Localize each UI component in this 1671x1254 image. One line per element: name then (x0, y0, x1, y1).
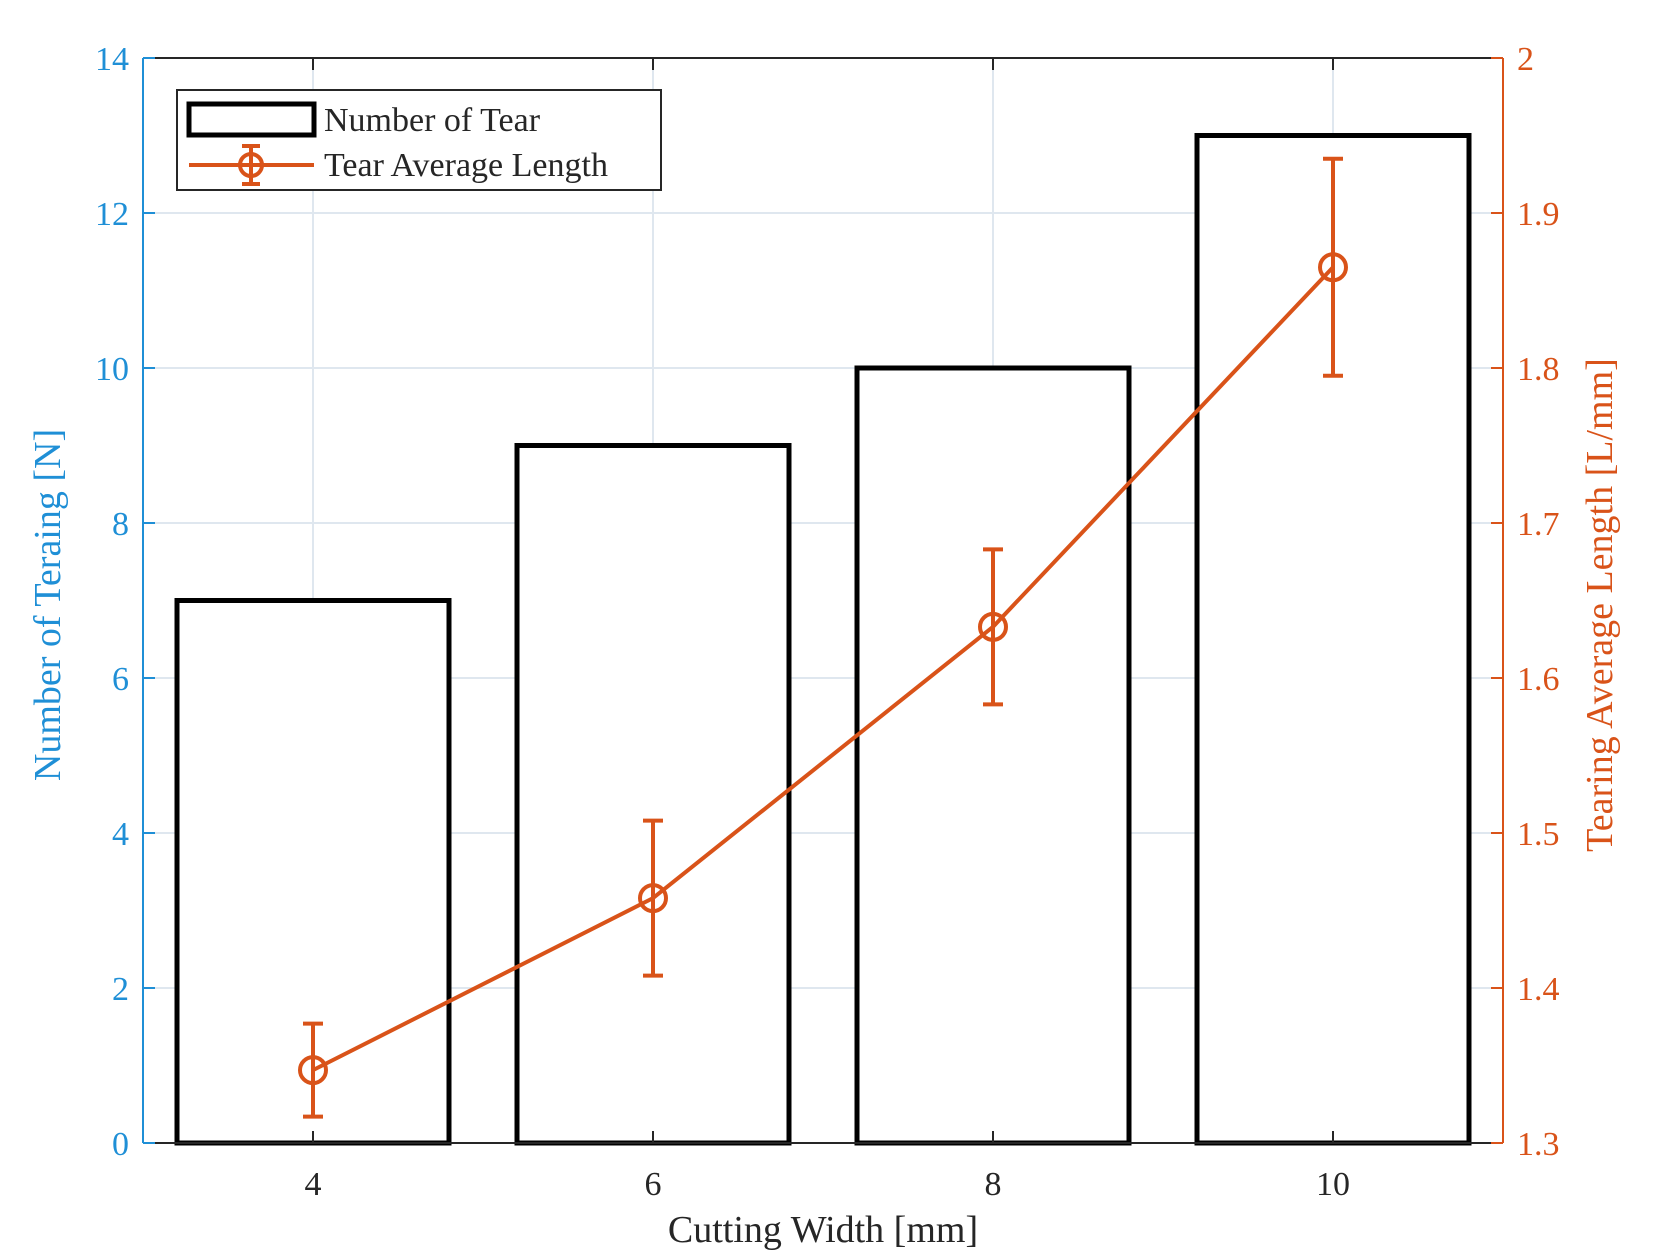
y-right-tick-label-2: 1.5 (1517, 816, 1560, 853)
y-left-tick-label-7: 14 (95, 41, 129, 78)
point-4 (298, 1055, 328, 1086)
y-right-tick-label-6: 1.9 (1517, 196, 1560, 233)
y-right-tick-label-5: 1.8 (1517, 351, 1560, 388)
y-axis-right-label: Tearing Average Length [L/mm] (1579, 358, 1621, 852)
ticks-layer: 4 6 8 10 0 2 4 6 8 10 12 14 1.3 1.4 1.5 1.6 1.7 1.8 1.9 2 (95, 41, 1560, 1203)
legend-bar-swatch (186, 101, 317, 138)
x-tick-label-10: 10 (1316, 1166, 1350, 1203)
y-left-tick-label-5: 10 (95, 351, 129, 388)
y-right-tick-label-3: 1.6 (1517, 661, 1560, 698)
point-8 (978, 611, 1008, 642)
legend-marker (238, 152, 264, 178)
x-tick-label-4: 4 (305, 1166, 322, 1203)
legend-label-tear-average-length: Tear Average Length (324, 147, 608, 184)
line-tear-average-length (312, 265, 1335, 1072)
bar-8 (854, 365, 1132, 1146)
bar-6 (514, 443, 792, 1146)
y-right-tick-label-0: 1.3 (1517, 1126, 1560, 1163)
line-layer (298, 156, 1348, 1119)
y-left-tick-label-4: 8 (112, 506, 129, 543)
point-10 (1318, 252, 1348, 283)
y-left-tick-label-1: 2 (112, 971, 129, 1008)
y-axis-left-label: Number of Teraing [N] (27, 429, 69, 781)
y-left-tick-label-0: 0 (112, 1126, 129, 1163)
x-tick-label-8: 8 (985, 1166, 1002, 1203)
bars-layer (174, 133, 1472, 1146)
axes-layer (142, 57, 1504, 1144)
x-tick-label-6: 6 (645, 1166, 662, 1203)
y-left-tick-label-2: 4 (112, 816, 129, 853)
y-left-tick-label-6: 12 (95, 196, 129, 233)
x-axis-label: Cutting Width [mm] (668, 1209, 978, 1251)
legend-label-number-of-tear: Number of Tear (324, 102, 541, 139)
point-6 (638, 883, 668, 914)
y-right-tick-label-7: 2 (1517, 41, 1534, 78)
y-right-tick-label-4: 1.7 (1517, 506, 1560, 543)
y-right-tick-label-1: 1.4 (1517, 971, 1560, 1008)
y-left-tick-label-3: 6 (112, 661, 129, 698)
legend: Number of Tear Tear Average Length (176, 89, 662, 191)
